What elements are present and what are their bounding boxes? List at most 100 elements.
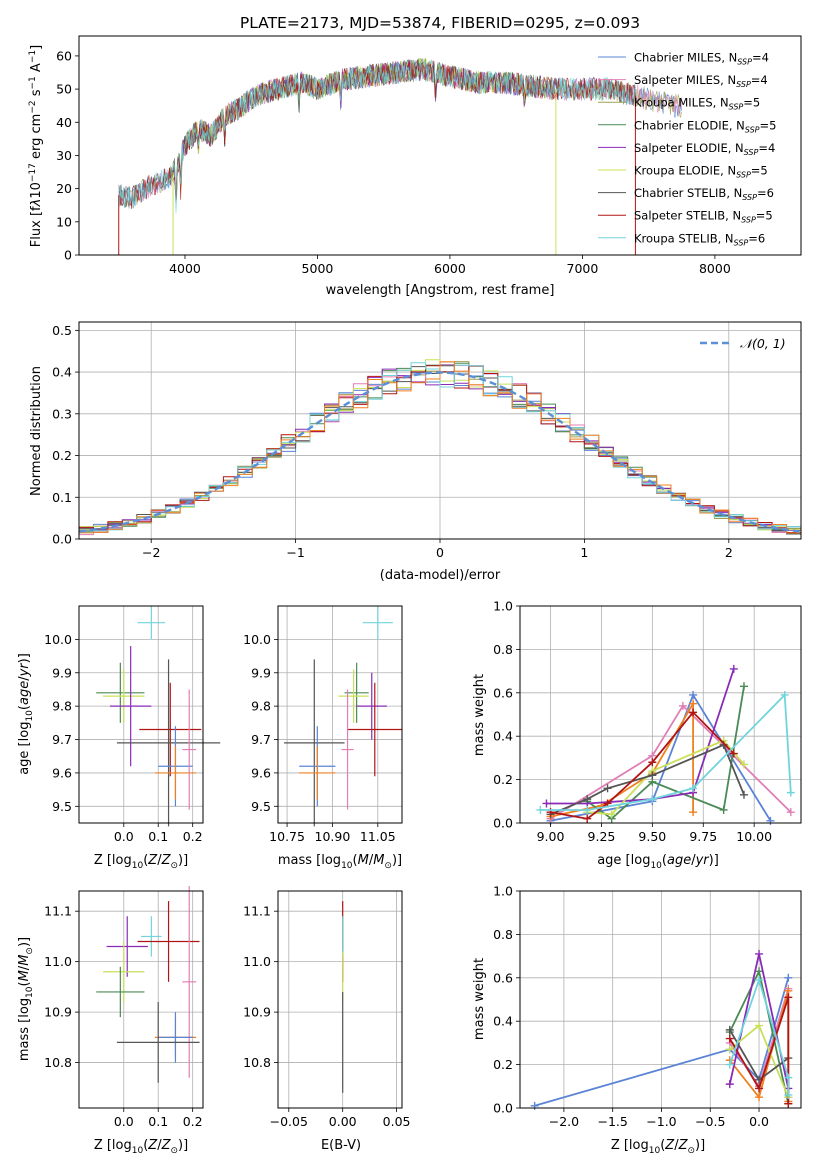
legend-label: Salpeter ELODIE, NSSP=4 [634,141,775,157]
residuals-panel: −2 −1 0 1 2 0.0 0.1 0.2 0.3 0.4 0.5 𝒩(0, 1) (data-… [29,321,802,583]
y-tick-label: 10.0 [243,632,271,647]
weight-point-marker [648,795,657,804]
axes-frame [78,321,802,540]
age-vs-mass-grid [278,606,402,823]
weight-vs-age-lines [536,664,795,825]
age-vs-z-y-label: age [log10(age/yr)] [17,653,35,775]
spectrum-lines [118,57,682,255]
x-tick-label: −0.5 [695,1114,725,1129]
x-tick-label: 0.0 [749,1114,769,1129]
y-tick-label: 10.8 [44,1055,72,1070]
legend-label: Kroupa MILES, NSSP=5 [634,96,760,112]
x-tick-label: 11.05 [360,829,396,844]
y-tick-label: 11.1 [243,904,271,919]
weight-vs-age-panel: 9.00 9.25 9.50 9.75 10.000.00.20.40.60.81.0 … [472,599,802,871]
weight-point-marker [583,814,592,823]
figure-title: PLATE=2173, MJD=53874, FIBERID=0295, z=0… [240,14,640,32]
y-tick-label: 0.4 [493,729,513,744]
mass-vs-z-errorbars [96,885,200,1083]
weight-point-marker [725,1025,734,1034]
weight-point-marker [542,799,551,808]
x-tick-label: 5000 [302,261,334,276]
mass-vs-ebv-panel: −0.05 0.00 0.05 10.8 10.9 11.0 11.1 E(B-V) [243,890,411,1153]
y-tick-label: 0.8 [493,642,513,657]
weight-point-marker [729,664,738,673]
y-tick-label: 9.9 [52,665,72,680]
weight-point-marker [786,788,795,797]
axes-frame [78,890,204,1109]
y-tick-label: 9.7 [52,732,72,747]
legend-label: 𝒩(0, 1) [740,336,786,351]
weight-point-marker [725,1034,734,1043]
weight-point-marker [603,784,612,793]
legend-label: Salpeter STELIB, NSSP=5 [634,209,773,225]
y-tick-label: 1.0 [493,599,513,614]
weight-point-marker [786,808,795,817]
y-tick-label: 0.1 [52,490,72,505]
y-tick-label: 0.4 [52,365,72,380]
x-tick-label: 2 [725,545,733,560]
weight-point-marker [648,758,657,767]
age-vs-mass-errorbars [284,606,402,827]
weight-series-line [550,700,694,818]
x-tick-label: 10.90 [315,829,351,844]
y-tick-label: 40 [56,115,72,130]
y-tick-label: 9.5 [251,799,271,814]
y-tick-label: 30 [56,148,72,163]
x-tick-label: 0.00 [329,1114,357,1129]
y-tick-label: 0.2 [493,1057,513,1072]
residuals-ticks: −2 −1 0 1 2 0.0 0.1 0.2 0.3 0.4 0.5 [52,321,802,560]
legend-label: Salpeter MILES, NSSP=4 [634,73,768,89]
residuals-y-label: Normed distribution [29,366,44,496]
weight-vs-z-ticks: −2.0 −1.5 −1.0 −0.5 0.0 0.0 0.2 0.4 0.6 0.8 1.0 [493,884,802,1129]
age-vs-z-grid [79,606,203,823]
y-tick-label: 9.8 [251,699,271,714]
weight-point-marker [725,1045,734,1054]
y-tick-label: 11.1 [44,904,72,919]
weight-series-line [550,710,735,820]
x-tick-label: 4000 [169,261,201,276]
x-tick-label: −1.5 [598,1114,628,1129]
mass-vs-ebv-x-label: E(B-V) [321,1138,361,1153]
weight-point-marker [755,949,764,958]
legend-label: Chabrier ELODIE, NSSP=5 [634,118,776,134]
residuals-x-label: (data-model)/error [380,568,501,583]
x-tick-label: 0.2 [183,1114,203,1129]
spectrum-y-label: Flux [fλ10−17 erg cm−2 s−1 A−1] [28,45,44,247]
weight-series-line [729,997,790,1104]
weight-point-marker [784,1090,793,1099]
mass-vs-ebv-ticks: −0.05 0.00 0.05 10.8 10.9 11.0 11.1 [243,890,411,1129]
axes-frame [519,605,802,824]
mass-vs-z-ticks: 0.0 0.1 0.2 10.8 10.9 11.0 11.1 [44,890,204,1129]
y-tick-label: 60 [56,48,72,63]
weight-vs-z-y-label: mass weight [472,958,487,1040]
weight-point-marker [583,805,592,814]
spectrum-legend: Chabrier MILES, NSSP=4 Salpeter MILES, NS… [598,51,776,247]
age-vs-mass-ticks: 10.75 10.90 11.05 9.5 9.6 9.7 9.8 9.9 10.0 [243,605,403,844]
weight-point-marker [729,749,738,758]
weight-point-marker [689,708,698,717]
x-tick-label: −1 [286,545,304,560]
weight-point-marker [725,1080,734,1089]
y-tick-label: 9.6 [52,765,72,780]
y-tick-label: 0.0 [52,532,72,547]
y-tick-label: 0.4 [493,1014,513,1029]
x-tick-label: 0.2 [183,829,203,844]
x-tick-label: 10.00 [736,829,772,844]
y-tick-label: 0 [64,248,72,263]
weight-vs-z-lines [530,949,793,1110]
spectrum-series-line [118,60,636,210]
weight-point-marker [725,1060,734,1069]
x-tick-label: 0.05 [383,1114,411,1129]
legend-label: Chabrier MILES, NSSP=4 [634,51,769,67]
weight-point-marker [648,771,657,780]
weight-point-marker [739,790,748,799]
y-tick-label: 1.0 [493,884,513,899]
age-vs-z-errorbars [96,606,221,827]
mass-vs-z-x-label: Z [log10(Z/Z⊙)] [94,1138,188,1156]
y-tick-label: 10.9 [243,1005,271,1020]
axes-frame [519,890,802,1109]
x-tick-label: 0.0 [114,1114,134,1129]
weight-point-marker [678,701,687,710]
